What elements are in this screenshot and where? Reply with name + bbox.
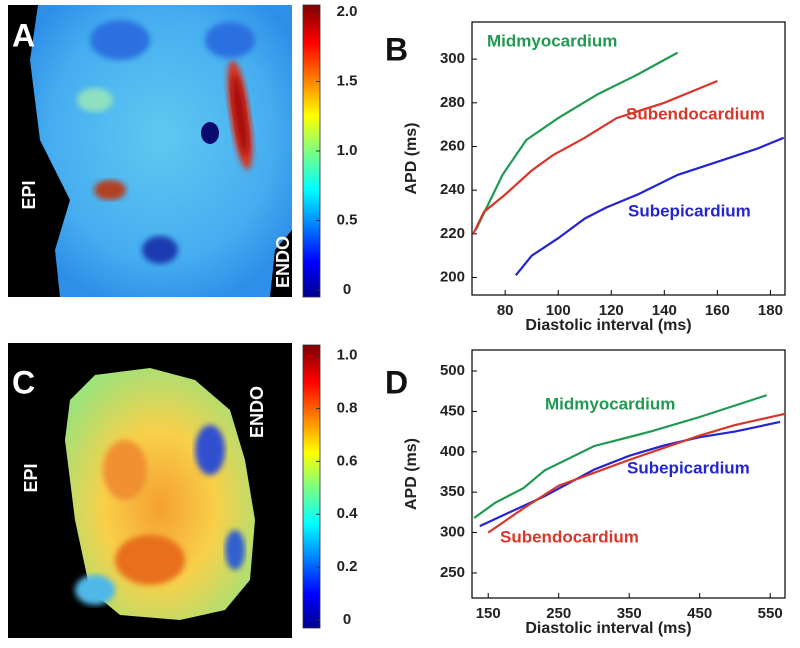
y-tick-label: 400 <box>440 443 465 460</box>
x-tick-label: 450 <box>687 605 712 622</box>
plot-frame <box>471 21 786 296</box>
y-tick-label: 250 <box>440 564 465 581</box>
colorbar-tick-label: 1.0 <box>337 347 358 364</box>
colorbar-tick-label: 0.5 <box>337 211 358 228</box>
series-line <box>487 412 786 534</box>
x-tick-label: 120 <box>599 302 624 319</box>
x-tick-label: 160 <box>705 302 730 319</box>
series-label: Subendocardium <box>626 104 765 123</box>
y-axis-label: APD (ms) <box>403 122 420 194</box>
series-line <box>472 79 718 235</box>
heatmap-image-a <box>8 5 292 297</box>
y-tick-label: 500 <box>440 362 465 379</box>
x-axis-label: Diastolic interval (ms) <box>525 317 691 334</box>
series-line <box>514 136 785 276</box>
panel-letter: C <box>12 364 35 400</box>
x-axis-label: Diastolic interval (ms) <box>525 620 691 637</box>
panel-letter: A <box>12 17 35 53</box>
series-label: Midmyocardium <box>545 394 675 413</box>
heatmap-image-c <box>8 343 292 638</box>
panel-letter: D <box>385 364 408 400</box>
panel-letter: B <box>385 31 408 67</box>
colorbar-tick-label: 0 <box>343 281 351 298</box>
region-label: EPI <box>21 463 41 492</box>
x-tick-label: 350 <box>617 605 642 622</box>
region-label: ENDO <box>273 236 293 288</box>
x-tick-label: 150 <box>476 605 501 622</box>
y-axis-label: APD (ms) <box>403 438 420 510</box>
colorbar-tick-label: 0.6 <box>337 452 358 469</box>
colorbar-tick-label: 0 <box>343 611 351 628</box>
x-tick-label: 180 <box>758 302 783 319</box>
series-label: Midmyocardium <box>487 31 617 50</box>
series-line <box>473 394 768 519</box>
series-label: Subendocardium <box>500 527 639 546</box>
region-label: EPI <box>19 180 39 209</box>
x-tick-label: 250 <box>546 605 571 622</box>
series-label: Subepicardium <box>628 201 751 220</box>
region-label: ENDO <box>247 386 267 438</box>
colorbar-tick-label: 0.4 <box>337 505 359 522</box>
y-tick-label: 260 <box>440 137 465 154</box>
y-tick-label: 300 <box>440 524 465 541</box>
x-tick-label: 100 <box>546 302 571 319</box>
colorbar <box>302 344 321 629</box>
y-tick-label: 450 <box>440 402 465 419</box>
y-tick-label: 220 <box>440 225 465 242</box>
colorbar-tick-label: 0.8 <box>337 399 358 416</box>
x-tick-label: 550 <box>758 605 783 622</box>
plot-frame <box>471 349 786 599</box>
series-label: Subepicardium <box>627 458 750 477</box>
colorbar-tick-label: 2.0 <box>337 3 358 20</box>
x-tick-label: 140 <box>652 302 677 319</box>
y-tick-label: 280 <box>440 94 465 111</box>
colorbar-tick-label: 1.5 <box>337 72 358 89</box>
y-tick-label: 200 <box>440 268 465 285</box>
y-tick-label: 240 <box>440 181 465 198</box>
x-tick-label: 80 <box>497 302 514 319</box>
y-tick-label: 300 <box>440 50 465 67</box>
y-tick-label: 350 <box>440 483 465 500</box>
colorbar-tick-label: 0.2 <box>337 558 358 575</box>
series-line <box>475 51 679 230</box>
series-line <box>479 420 781 528</box>
colorbar-tick-label: 1.0 <box>337 142 358 159</box>
